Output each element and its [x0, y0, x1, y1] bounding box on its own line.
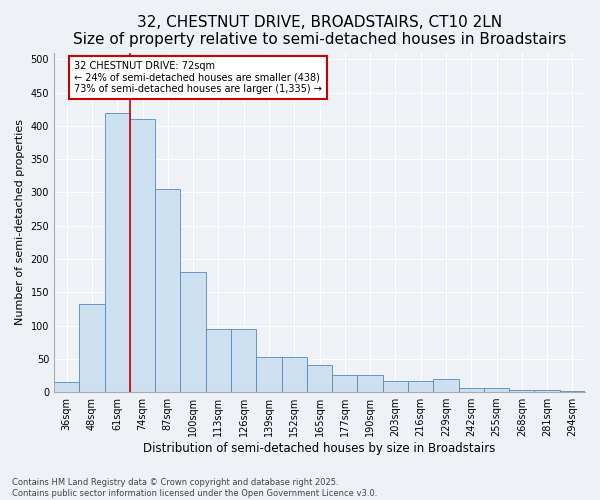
X-axis label: Distribution of semi-detached houses by size in Broadstairs: Distribution of semi-detached houses by …: [143, 442, 496, 455]
Bar: [383, 382, 408, 392]
Text: Contains HM Land Registry data © Crown copyright and database right 2025.
Contai: Contains HM Land Registry data © Crown c…: [12, 478, 377, 498]
Bar: [358, 376, 383, 392]
Bar: [104, 112, 130, 392]
Bar: [433, 380, 458, 392]
Bar: [206, 329, 231, 392]
Bar: [535, 390, 560, 392]
Bar: [509, 390, 535, 392]
Bar: [307, 366, 332, 392]
Bar: [181, 272, 206, 392]
Bar: [484, 388, 509, 392]
Bar: [155, 189, 181, 392]
Bar: [332, 376, 358, 392]
Bar: [281, 357, 307, 392]
Bar: [79, 304, 104, 392]
Title: 32, CHESTNUT DRIVE, BROADSTAIRS, CT10 2LN
Size of property relative to semi-deta: 32, CHESTNUT DRIVE, BROADSTAIRS, CT10 2L…: [73, 15, 566, 48]
Bar: [256, 357, 281, 392]
Bar: [54, 382, 79, 392]
Bar: [231, 329, 256, 392]
Text: 32 CHESTNUT DRIVE: 72sqm
← 24% of semi-detached houses are smaller (438)
73% of : 32 CHESTNUT DRIVE: 72sqm ← 24% of semi-d…: [74, 60, 322, 94]
Bar: [408, 382, 433, 392]
Bar: [560, 391, 585, 392]
Y-axis label: Number of semi-detached properties: Number of semi-detached properties: [15, 120, 25, 326]
Bar: [458, 388, 484, 392]
Bar: [130, 120, 155, 392]
